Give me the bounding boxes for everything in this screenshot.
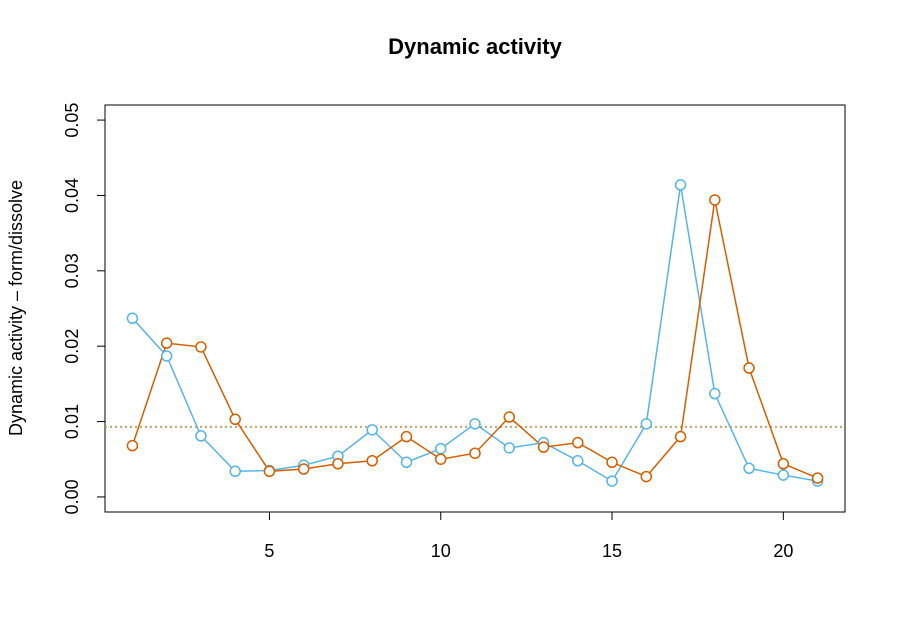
x-tick-label: 5	[264, 541, 274, 561]
series-line	[131, 199, 818, 479]
data-point	[229, 465, 241, 478]
y-tick-label: 0.05	[62, 103, 82, 138]
data-point	[263, 465, 276, 478]
data-point	[811, 472, 824, 484]
data-point	[160, 337, 173, 349]
data-point	[503, 411, 516, 423]
data-point	[674, 179, 687, 191]
data-point	[709, 387, 721, 400]
data-point	[366, 424, 378, 436]
data-point	[777, 458, 790, 470]
data-point	[400, 430, 413, 443]
data-point	[434, 453, 447, 465]
data-point	[366, 454, 378, 467]
y-tick-label: 0.04	[62, 178, 82, 213]
x-tick-label: 10	[431, 541, 451, 561]
y-tick-label: 0.02	[62, 329, 82, 364]
data-point	[606, 456, 618, 469]
data-point	[743, 362, 755, 374]
data-point	[126, 439, 139, 452]
data-point	[640, 418, 653, 430]
x-tick-label: 20	[773, 541, 793, 561]
y-tick-label: 0.00	[62, 479, 82, 514]
data-point	[606, 475, 618, 487]
data-point	[195, 430, 207, 442]
data-point	[160, 350, 173, 362]
x-tick-label: 15	[602, 541, 622, 561]
data-point	[400, 456, 413, 469]
data-point	[674, 430, 687, 443]
data-point	[332, 458, 344, 470]
data-point	[434, 442, 447, 455]
data-point	[572, 454, 584, 467]
y-tick-label: 0.03	[62, 253, 82, 288]
data-point	[126, 312, 139, 325]
chart-title: Dynamic activity	[388, 34, 562, 59]
data-point	[503, 442, 516, 454]
data-point	[640, 470, 653, 483]
data-point	[572, 436, 584, 449]
data-point	[195, 341, 207, 353]
data-point	[709, 194, 721, 206]
series-line	[131, 184, 818, 483]
data-point	[229, 413, 241, 426]
data-point	[469, 418, 481, 430]
data-point	[537, 441, 550, 453]
y-tick-label: 0.01	[62, 404, 82, 439]
y-axis-label: Dynamic activity – form/dissolve	[6, 180, 26, 436]
data-point	[743, 462, 755, 475]
data-point	[469, 447, 481, 459]
data-point	[297, 463, 310, 475]
data-point	[777, 469, 790, 481]
